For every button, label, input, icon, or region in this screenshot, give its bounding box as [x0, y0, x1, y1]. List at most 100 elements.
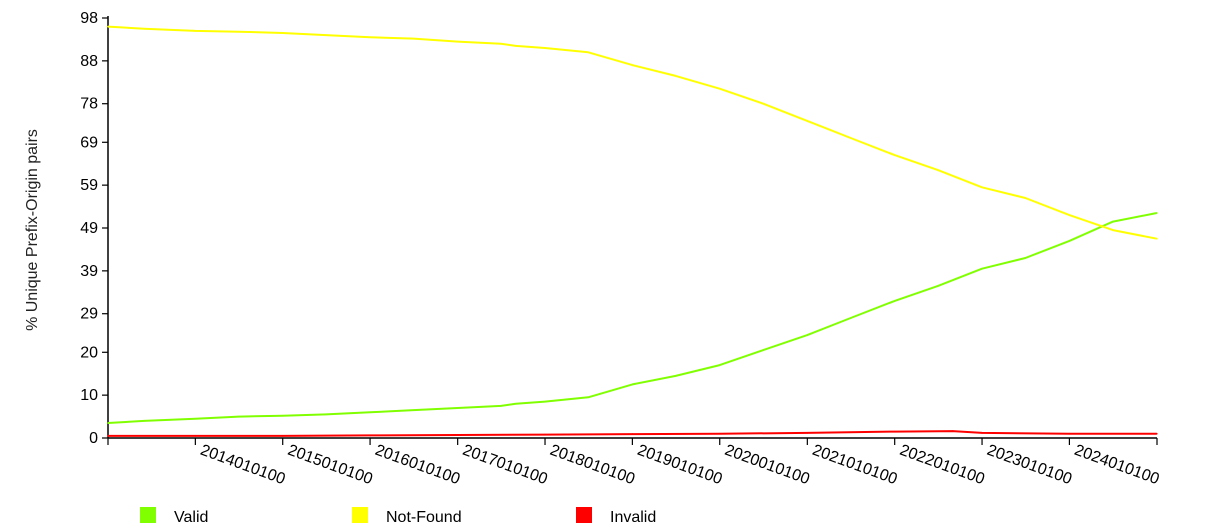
data-point-not-found	[544, 47, 546, 49]
data-point-invalid	[981, 432, 983, 434]
y-tick-label: 0	[89, 430, 98, 447]
data-point-valid	[281, 414, 284, 417]
data-point-not-found	[107, 25, 109, 28]
data-point-valid	[1112, 220, 1114, 223]
data-point-invalid	[1156, 432, 1158, 435]
x-tick-label: 2018010100	[548, 442, 638, 488]
y-tick-label: 39	[80, 263, 98, 280]
data-point-valid	[1068, 240, 1071, 242]
data-point-invalid	[1068, 432, 1071, 435]
data-point-valid	[107, 422, 109, 424]
data-point-valid	[937, 285, 939, 287]
data-point-valid	[718, 364, 721, 366]
legend-swatch-invalid	[576, 507, 592, 523]
data-point-valid	[981, 267, 983, 270]
data-point-not-found	[806, 120, 809, 122]
data-point-invalid	[718, 432, 721, 435]
data-point-not-found	[412, 37, 415, 40]
data-point-invalid	[194, 435, 197, 437]
y-tick-label: 88	[80, 53, 98, 70]
x-tick-label: 2014010100	[198, 442, 288, 488]
series-layer	[107, 25, 1158, 437]
data-point-not-found	[1112, 229, 1114, 231]
legend-label-not-found: Not-Found	[386, 509, 462, 526]
data-point-invalid	[369, 434, 371, 437]
data-point-invalid	[631, 433, 634, 435]
legend-swatch-valid	[140, 507, 156, 523]
data-point-not-found	[325, 34, 327, 36]
data-point-not-found	[281, 32, 284, 34]
data-point-valid	[587, 396, 590, 399]
data-point-not-found	[1156, 237, 1158, 240]
data-point-not-found	[631, 64, 634, 66]
data-point-valid	[325, 413, 327, 416]
y-axis-label: % Unique Prefix-Origin pairs	[24, 129, 41, 331]
data-point-not-found	[849, 137, 852, 139]
series-line-invalid	[108, 430, 1157, 437]
x-tick-label: 2024010100	[1072, 442, 1162, 488]
series-line-valid	[107, 212, 1157, 424]
data-point-valid	[1156, 212, 1158, 214]
data-point-not-found	[1024, 197, 1027, 199]
data-point-valid	[369, 411, 371, 414]
data-point-not-found	[718, 87, 721, 90]
data-point-not-found	[500, 42, 502, 45]
y-tick-label: 78	[80, 96, 98, 113]
data-point-invalid	[544, 433, 546, 436]
x-tick-label: 2017010100	[460, 442, 550, 488]
data-point-valid	[544, 400, 546, 403]
data-point-valid	[194, 417, 197, 420]
data-point-valid	[674, 375, 677, 377]
data-point-valid	[456, 407, 459, 409]
data-point-valid	[893, 300, 896, 302]
data-point-invalid	[107, 435, 109, 437]
legend-label-valid: Valid	[174, 509, 208, 526]
x-tick-label: 2020010100	[722, 442, 812, 488]
y-tick-label: 20	[80, 344, 98, 361]
y-tick-label: 59	[80, 177, 98, 194]
x-axis: 2014010100201501010020160101002017010100…	[107, 437, 1162, 488]
data-point-invalid	[806, 432, 809, 434]
x-tick-label: 2015010100	[285, 442, 375, 488]
data-point-not-found	[237, 30, 240, 33]
data-point-valid	[849, 317, 852, 319]
data-point-valid	[515, 402, 517, 405]
data-point-invalid	[281, 435, 284, 437]
legend-swatch-not-found	[352, 507, 368, 523]
series-line-not-found	[107, 25, 1157, 240]
data-point-valid	[237, 415, 240, 418]
y-tick-label: 69	[80, 134, 98, 151]
data-point-not-found	[369, 36, 371, 39]
data-point-valid	[631, 383, 634, 386]
data-point-invalid	[893, 430, 896, 433]
data-point-not-found	[1068, 214, 1071, 216]
data-point-not-found	[893, 154, 896, 156]
x-tick-label: 2016010100	[373, 442, 463, 488]
data-point-valid	[806, 334, 809, 336]
x-tick-label: 2021010100	[810, 442, 900, 488]
data-point-not-found	[143, 27, 145, 30]
data-point-valid	[412, 409, 415, 411]
legend-label-invalid: Invalid	[610, 509, 656, 526]
y-tick-label: 49	[80, 220, 98, 237]
data-point-invalid	[456, 434, 459, 436]
x-tick-label: 2019010100	[635, 442, 725, 488]
data-point-not-found	[587, 51, 590, 54]
y-tick-label: 29	[80, 306, 98, 323]
data-point-not-found	[762, 102, 765, 105]
legend: Valid Not-Found Invalid	[140, 507, 656, 526]
data-point-not-found	[674, 75, 677, 77]
y-tick-label: 10	[80, 387, 98, 404]
y-axis: 0 10 20 29 39 49 59 69 78 88 98	[80, 10, 109, 447]
data-point-valid	[1024, 257, 1027, 259]
data-point-not-found	[456, 40, 459, 43]
data-point-valid	[143, 420, 145, 422]
data-point-not-found	[981, 186, 983, 189]
data-point-invalid	[952, 430, 954, 432]
data-point-valid	[762, 349, 765, 351]
x-tick-label: 2023010100	[985, 442, 1075, 488]
data-point-not-found	[194, 30, 197, 32]
x-tick-label: 2022010100	[897, 442, 987, 488]
data-point-not-found	[515, 45, 517, 47]
